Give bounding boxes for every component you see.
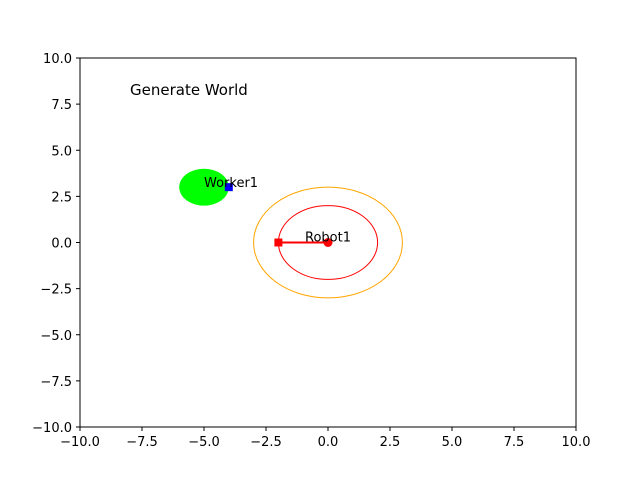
x-tick-label: 2.5 <box>380 435 401 450</box>
y-tick-label: 7.5 <box>51 98 72 113</box>
y-tick-label: 2.5 <box>51 190 72 205</box>
x-tick-label: −10.0 <box>60 435 100 450</box>
y-tick-label: −10.0 <box>32 421 72 436</box>
x-tick-label: −2.5 <box>250 435 282 450</box>
y-axis: −10.0 −7.5 −5.0 −2.5 0.0 2.5 5.0 7.5 10.0 <box>32 52 80 436</box>
robot-center-marker <box>323 238 333 247</box>
y-tick-label: −5.0 <box>40 329 72 344</box>
worker-marker <box>224 183 233 192</box>
worker-zone <box>179 168 229 206</box>
worker-label: Worker1 <box>204 176 258 191</box>
y-tick-label: −7.5 <box>40 375 72 390</box>
x-tick-label: −5.0 <box>188 435 220 450</box>
y-tick-label: −2.5 <box>40 283 72 298</box>
y-tick-label: 0.0 <box>51 237 72 252</box>
y-tick-label: 10.0 <box>43 52 72 67</box>
x-tick-label: 10.0 <box>562 435 591 450</box>
robot-label: Robot1 <box>305 231 351 246</box>
x-tick-label: −7.5 <box>126 435 158 450</box>
robot-outer-circle <box>253 186 403 299</box>
data-marks <box>179 168 403 299</box>
robot-arm-end-marker <box>274 238 283 247</box>
x-tick-label: 7.5 <box>504 435 525 450</box>
y-tick-label: 5.0 <box>51 144 72 159</box>
x-axis: −10.0 −7.5 −5.0 −2.5 0.0 2.5 5.0 7.5 10.0 <box>60 427 590 450</box>
annotation-generate-world: Generate World <box>130 81 248 99</box>
x-tick-label: 5.0 <box>442 435 463 450</box>
x-tick-label: 0.0 <box>318 435 339 450</box>
